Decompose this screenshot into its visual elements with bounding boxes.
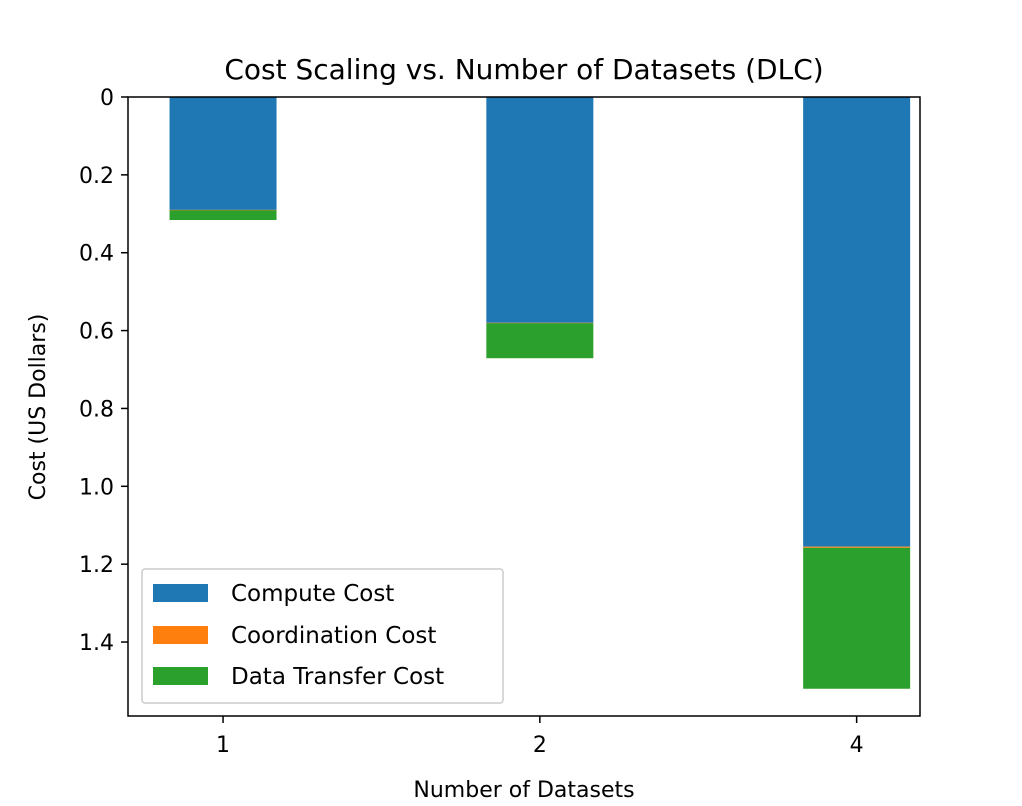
bar-data-transfer-cost-4 (803, 547, 911, 689)
y-tick-label: 0.2 (79, 164, 114, 189)
bar-data-transfer-cost-2 (486, 323, 594, 359)
bar-compute-cost-1 (169, 97, 277, 210)
y-axis-label: Cost (US Dollars) (26, 314, 51, 501)
ticks-group: 0 0.2 0.4 0.6 0.8 1.0 1.2 1.4 1 2 4 (79, 86, 864, 758)
bars-group (169, 97, 911, 689)
bar-compute-cost-2 (486, 97, 594, 323)
legend-swatch-coordination-cost (153, 626, 208, 644)
x-tick-label: 4 (850, 733, 864, 758)
legend-swatch-compute-cost (153, 584, 208, 602)
y-tick-label: 0.8 (79, 397, 114, 422)
legend-label: Data Transfer Cost (231, 664, 444, 690)
bar-coordination-cost-2 (486, 322, 594, 324)
legend-frame (141, 568, 504, 704)
legend-label: Coordination Cost (231, 623, 436, 649)
legend-label: Compute Cost (231, 581, 394, 607)
y-tick-label: 1.0 (79, 475, 114, 500)
x-tick-label: 2 (533, 733, 547, 758)
bar-coordination-cost-1 (169, 209, 277, 211)
y-tick-label: 0.4 (79, 242, 114, 267)
legend-swatch-data-transfer-cost (153, 667, 208, 685)
y-tick-label: 0.6 (79, 320, 114, 345)
plot-frame (127, 96, 921, 717)
x-tick-label: 1 (216, 733, 230, 758)
bar-coordination-cost-4 (803, 546, 911, 548)
bar-data-transfer-cost-1 (169, 210, 277, 221)
x-axis-label: Number of Datasets (413, 778, 634, 803)
y-tick-label: 1.4 (79, 631, 114, 656)
legend: Compute Cost Coordination Cost Data Transf… (141, 568, 504, 704)
bar-compute-cost-4 (803, 97, 911, 547)
chart-title: Cost Scaling vs. Number of Datasets (DLC… (224, 53, 823, 86)
y-tick-label: 1.2 (79, 553, 114, 578)
y-tick-label: 0 (100, 86, 114, 111)
